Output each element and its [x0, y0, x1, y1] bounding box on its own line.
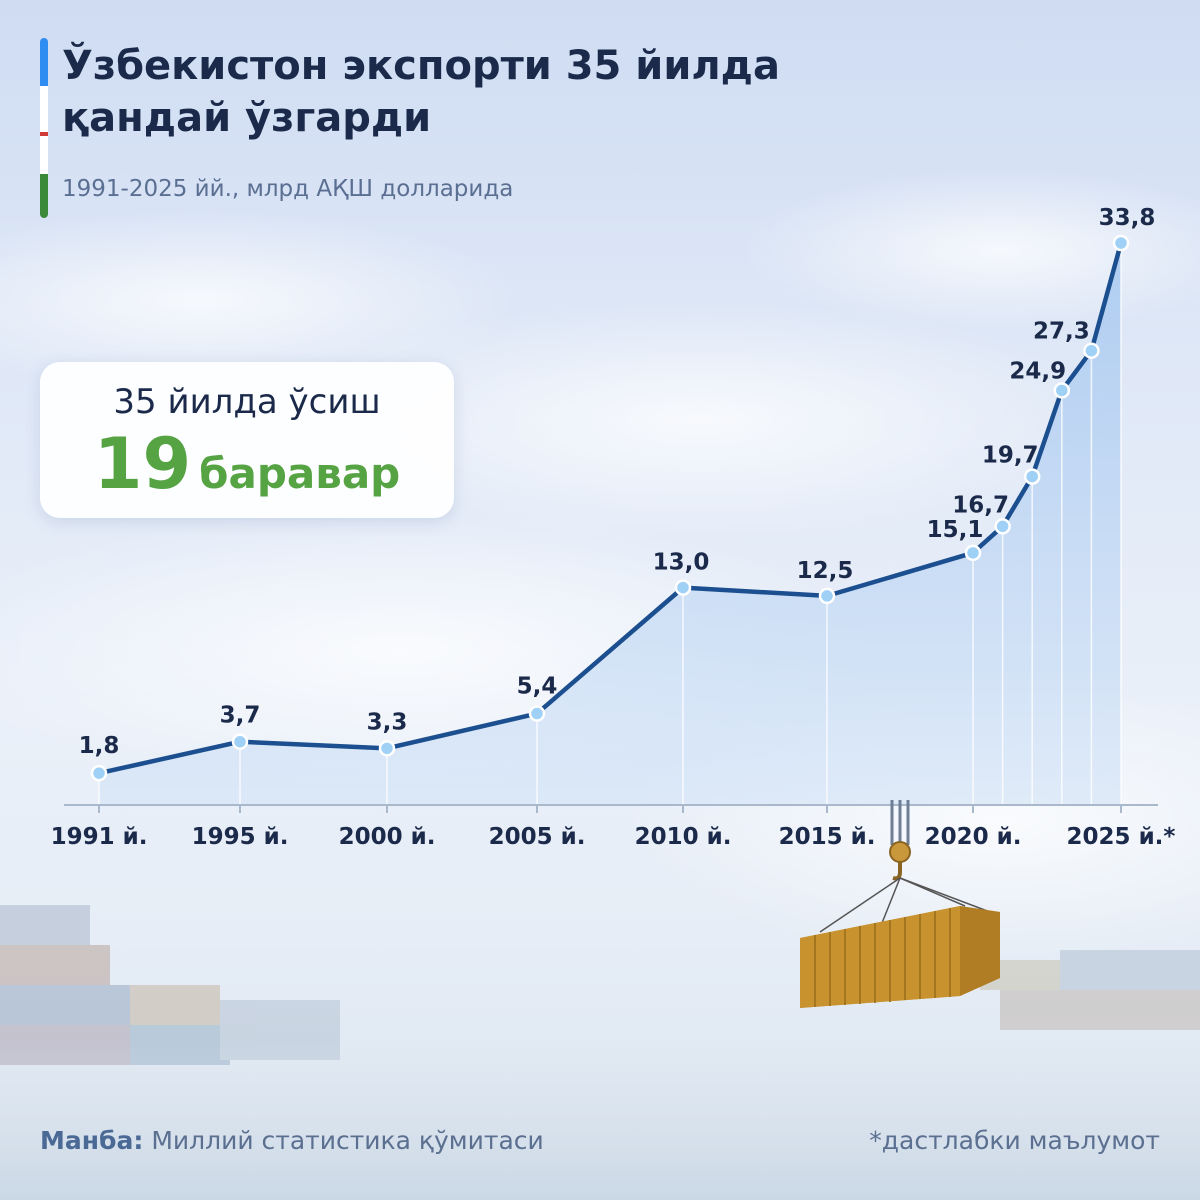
value-label-2005: 5,4: [517, 674, 558, 700]
source-text: Миллий статистика қўмитаси: [151, 1126, 544, 1155]
value-label-2015: 12,5: [797, 558, 854, 584]
value-label-1995: 3,7: [220, 703, 261, 729]
x-tick-label-2025: 2025 й.*: [1067, 824, 1176, 850]
x-tick-label-2010: 2010 й.: [635, 824, 732, 850]
x-tick-label-1995: 1995 й.: [192, 824, 289, 850]
preliminary-note: *дастлабки маълумот: [869, 1126, 1160, 1155]
x-tick-label-2005: 2005 й.: [489, 824, 586, 850]
value-label-2020: 15,1: [927, 517, 984, 543]
callout-number: 19: [93, 423, 192, 505]
value-label-2025: 33,8: [1099, 205, 1156, 231]
data-point-2022: [1023, 468, 1041, 485]
data-point-2024: [1083, 342, 1100, 359]
title-line-2: қандай ўзгарди: [62, 95, 432, 141]
value-label-2021: 16,7: [952, 492, 1009, 518]
value-label-2024: 27,3: [1033, 319, 1090, 345]
data-point-2025: [1112, 234, 1130, 252]
data-point-2021: [994, 518, 1011, 535]
callout-value: 19 баравар: [40, 424, 454, 504]
value-label-2000: 3,3: [367, 709, 408, 735]
data-point-1995: [231, 733, 249, 750]
page-title: Ўзбекистон экспорти 35 йилда қандай ўзга…: [62, 40, 862, 144]
value-label-1991: 1,8: [79, 733, 120, 759]
x-tick-label-1991: 1991 й.: [51, 824, 148, 850]
callout-word: баравар: [199, 449, 401, 498]
value-label-2022: 19,7: [982, 443, 1039, 469]
source-line: Манба: Миллий статистика қўмитаси: [40, 1126, 544, 1155]
data-point-1991: [90, 764, 108, 782]
flag-stripe: [40, 38, 48, 218]
series-line: [98, 242, 1124, 776]
container-stacks-right: [980, 950, 1200, 1030]
page-subtitle: 1991-2025 йй., млрд АҚШ долларида: [62, 176, 514, 202]
data-point-2015: [818, 587, 836, 605]
container-stacks-left: [0, 905, 340, 1065]
data-point-2023: [1053, 382, 1071, 399]
data-point-2000: [378, 740, 396, 757]
data-point-2010: [674, 579, 692, 596]
cargo-container-illustration: [800, 800, 1000, 1008]
source-label: Манба:: [40, 1126, 144, 1155]
callout-caption: 35 йилда ўсиш: [113, 382, 381, 422]
x-tick-label-2000: 2000 й.: [339, 824, 436, 850]
data-point-2020: [964, 544, 982, 562]
x-tick-label-2015: 2015 й.: [779, 824, 876, 850]
growth-callout: 35 йилда ўсиш 19 баравар: [40, 362, 454, 518]
area-fill: [99, 243, 1121, 805]
value-label-2023: 24,9: [1009, 358, 1066, 384]
data-point-2005: [528, 705, 546, 722]
x-tick-label-2020: 2020 й.: [925, 824, 1022, 850]
value-label-2010: 13,0: [653, 550, 710, 576]
title-line-1: Ўзбекистон экспорти 35 йилда: [62, 43, 780, 89]
